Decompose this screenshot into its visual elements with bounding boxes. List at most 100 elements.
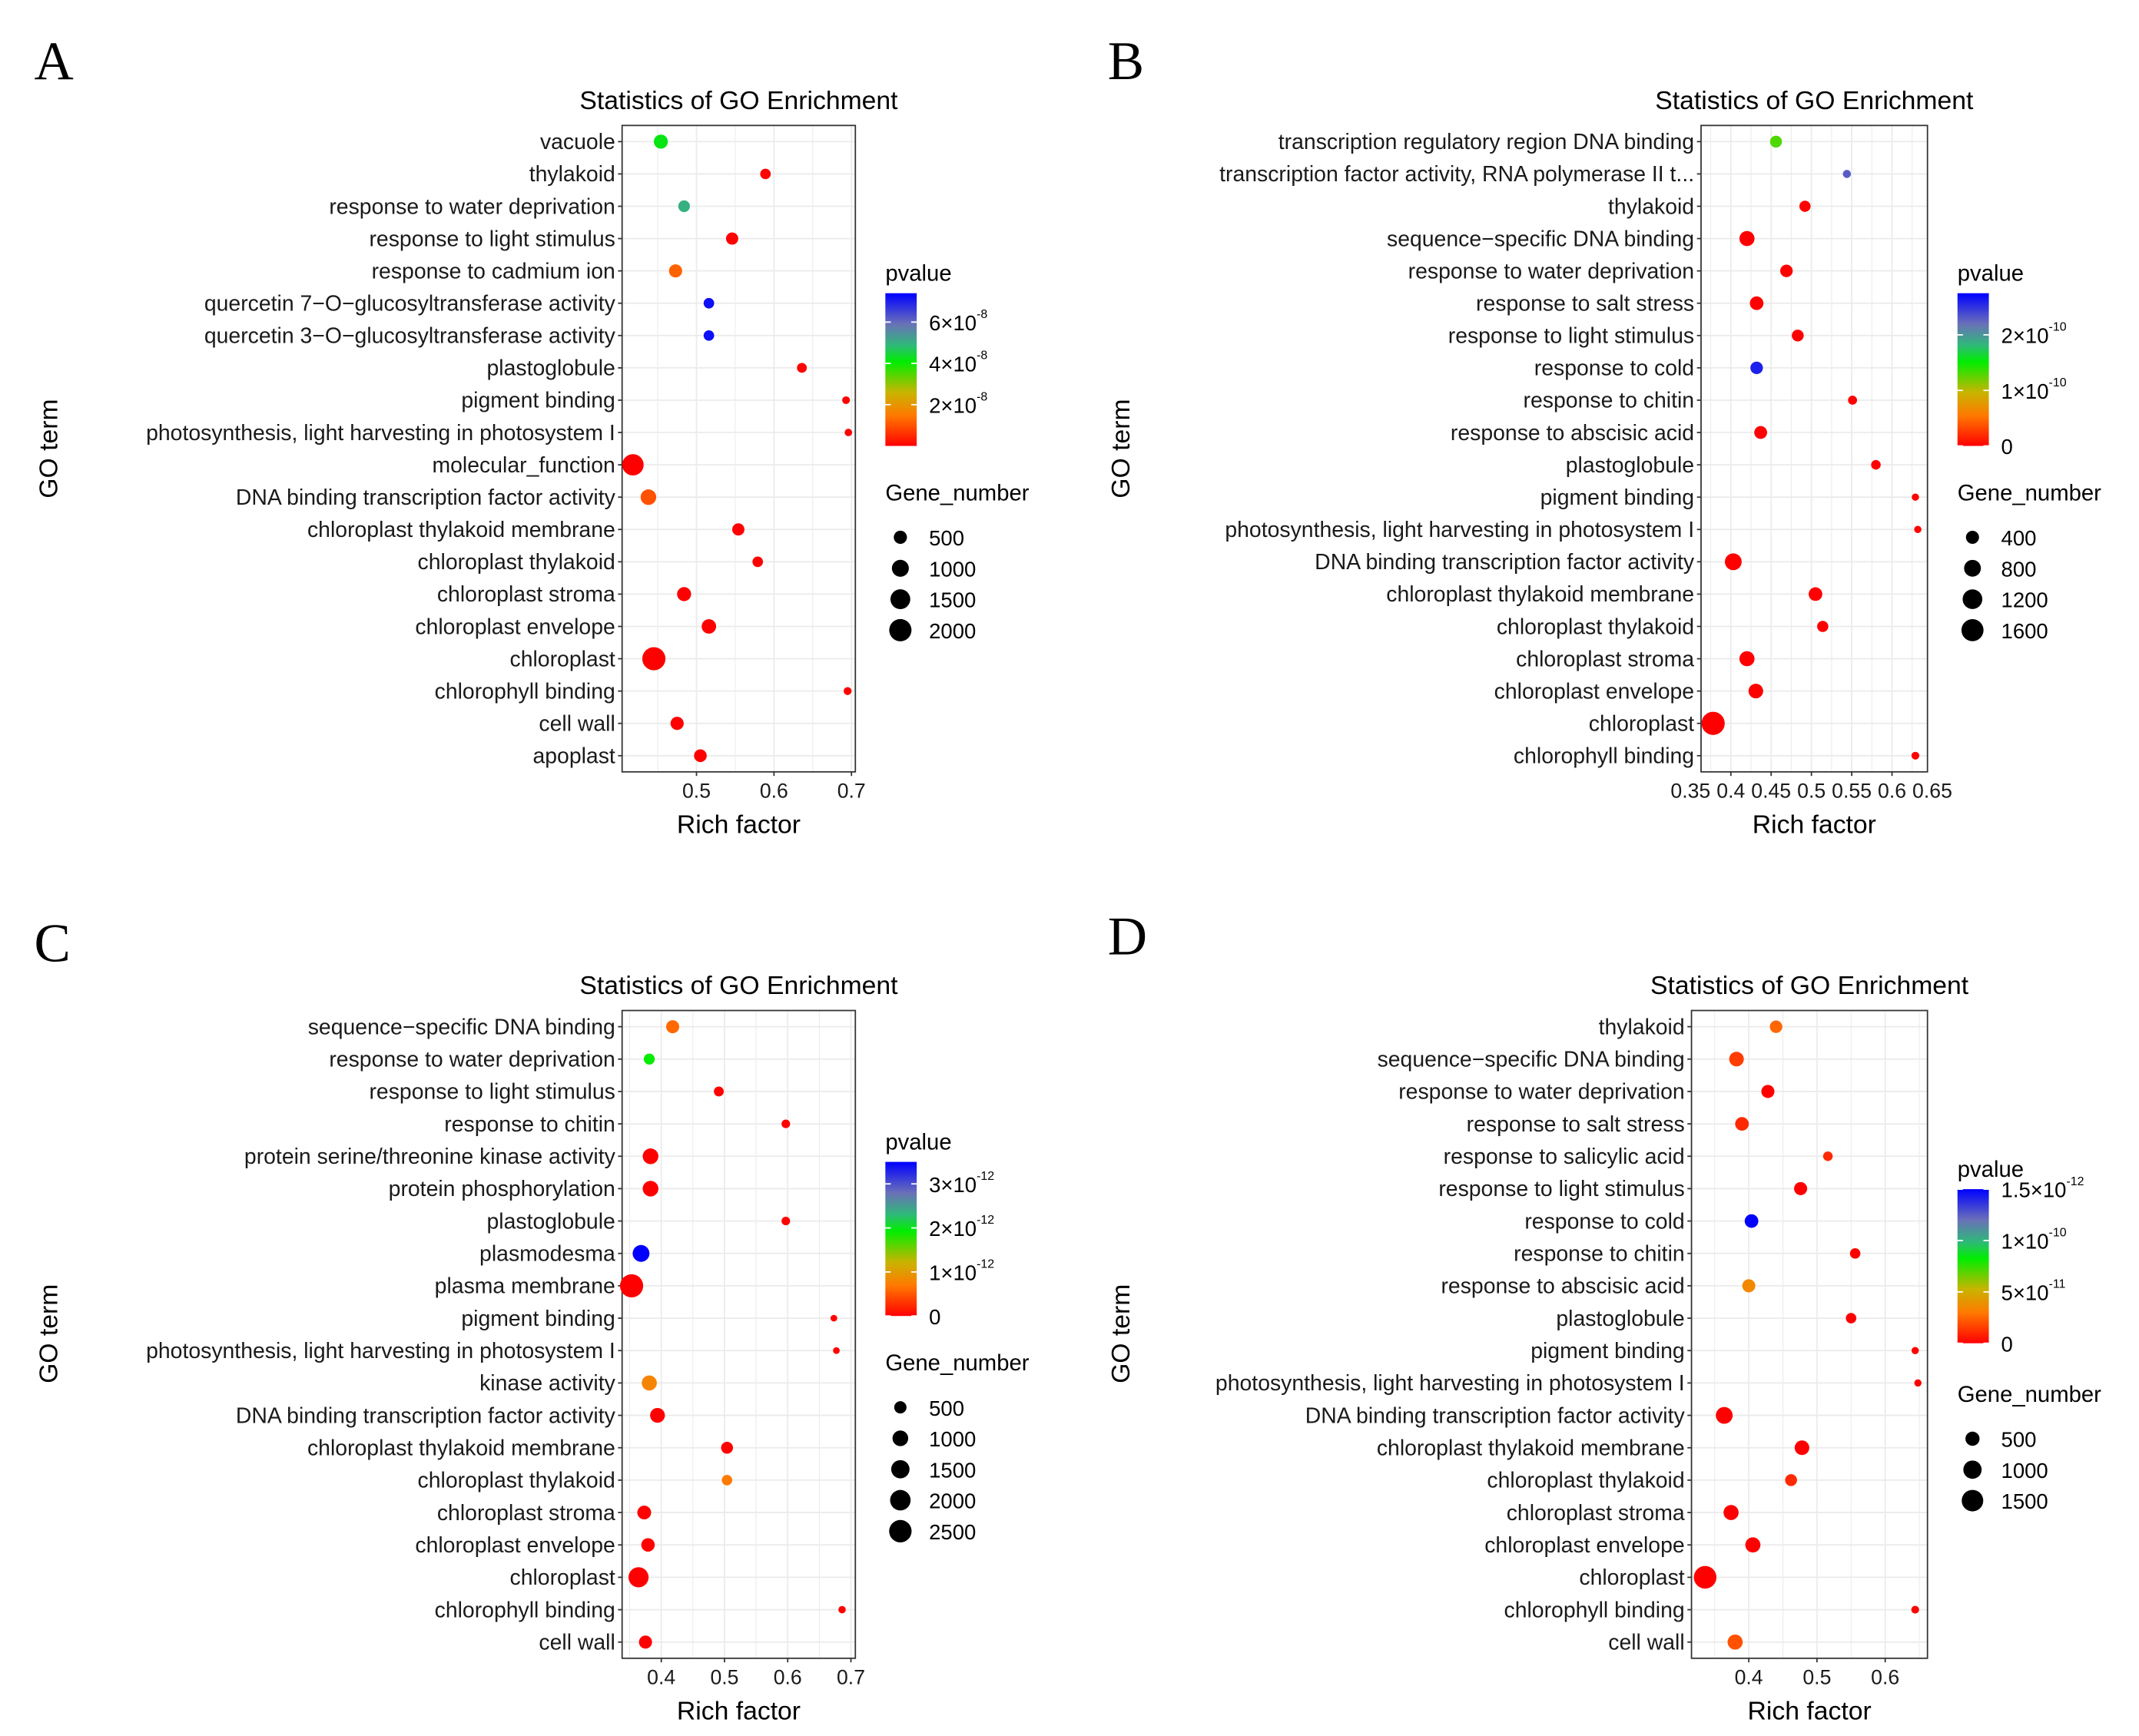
y-tick-label: chlorophyll binding [435, 679, 615, 704]
data-point[interactable] [668, 264, 682, 278]
data-point[interactable] [1739, 230, 1755, 247]
data-point[interactable] [732, 523, 745, 536]
data-point[interactable] [1729, 1052, 1744, 1067]
data-point[interactable] [1794, 1440, 1809, 1456]
data-point[interactable] [1769, 135, 1782, 148]
data-point[interactable] [1742, 1279, 1756, 1293]
y-tick-label: chloroplast thylakoid [1487, 1469, 1684, 1493]
data-point[interactable] [781, 1216, 791, 1226]
data-point[interactable] [1750, 361, 1763, 375]
data-point[interactable] [842, 396, 851, 405]
x-axis-title: Rich factor [1753, 810, 1876, 840]
data-point[interactable] [1769, 1020, 1782, 1033]
data-point[interactable] [628, 1567, 649, 1588]
data-point[interactable] [1745, 1537, 1761, 1553]
data-point[interactable] [1716, 1406, 1733, 1424]
data-point[interactable] [1693, 1565, 1717, 1589]
size-legend-key [889, 618, 912, 641]
panel-a: A Statistics of GO Enrichment vacuole thyla… [35, 31, 1030, 840]
data-point[interactable] [833, 1347, 840, 1354]
data-point[interactable] [1849, 1247, 1861, 1259]
data-point[interactable] [1701, 711, 1725, 735]
data-point[interactable] [1727, 1634, 1743, 1650]
x-tick-label: 0.6 [774, 1666, 802, 1689]
data-point[interactable] [670, 717, 684, 731]
panel-letter: D [1108, 907, 1147, 967]
data-point[interactable] [678, 200, 690, 213]
data-point[interactable] [653, 134, 668, 149]
data-point[interactable] [760, 168, 771, 180]
data-point[interactable] [1817, 621, 1829, 632]
y-tick-label: response to salt stress [1476, 292, 1694, 316]
data-point[interactable] [1911, 1347, 1919, 1354]
panel-letter: C [35, 914, 71, 974]
data-point[interactable] [1735, 1117, 1749, 1131]
data-point[interactable] [1809, 587, 1822, 601]
data-point[interactable] [1761, 1085, 1775, 1098]
data-point[interactable] [622, 454, 644, 476]
y-tick-label: chloroplast envelope [415, 615, 615, 639]
data-point[interactable] [1846, 1313, 1857, 1324]
data-point[interactable] [1794, 1181, 1808, 1195]
data-point[interactable] [642, 1181, 658, 1197]
data-point[interactable] [1780, 264, 1793, 277]
pvalue-legend-title: pvalue [1958, 1157, 2024, 1182]
y-tick-label: response to cold [1534, 356, 1694, 381]
data-point[interactable] [1914, 1379, 1922, 1387]
data-point[interactable] [838, 1605, 846, 1614]
data-point[interactable] [638, 1635, 652, 1649]
data-point[interactable] [1912, 493, 1919, 501]
data-point[interactable] [1785, 1474, 1797, 1486]
data-point[interactable] [714, 1086, 725, 1097]
data-point[interactable] [640, 489, 657, 505]
data-point[interactable] [642, 647, 666, 671]
data-point[interactable] [703, 330, 715, 341]
data-point[interactable] [721, 1442, 733, 1454]
data-point[interactable] [844, 429, 853, 436]
data-point[interactable] [1914, 525, 1922, 534]
size-legend-key [1965, 1431, 1980, 1446]
data-point[interactable] [797, 363, 808, 373]
data-point[interactable] [677, 587, 691, 601]
y-tick-label: chloroplast thylakoid [418, 1469, 615, 1493]
data-point[interactable] [830, 1314, 837, 1322]
data-point[interactable] [650, 1407, 665, 1423]
data-point[interactable] [701, 619, 717, 634]
data-point[interactable] [632, 1244, 650, 1262]
data-point[interactable] [637, 1506, 652, 1520]
size-legend-label: 1000 [929, 557, 976, 581]
pvalue-colorbar [1957, 1189, 1989, 1343]
data-point[interactable] [1822, 1151, 1833, 1161]
data-point[interactable] [694, 749, 707, 763]
data-point[interactable] [725, 232, 738, 245]
data-point[interactable] [1799, 200, 1811, 212]
data-point[interactable] [1842, 170, 1852, 178]
label-exponent: -10 [2049, 1227, 2067, 1240]
data-point[interactable] [844, 687, 852, 695]
data-point[interactable] [1754, 426, 1767, 439]
data-point[interactable] [1749, 296, 1764, 310]
label-base: 5×10 [2001, 1280, 2049, 1304]
data-point[interactable] [1848, 396, 1858, 405]
data-point[interactable] [1911, 751, 1920, 760]
pvalue-legend-label: 4×10-8 [929, 350, 987, 376]
data-point[interactable] [781, 1119, 791, 1128]
data-point[interactable] [1724, 553, 1742, 571]
data-point[interactable] [1871, 459, 1881, 470]
data-point[interactable] [721, 1475, 733, 1486]
data-point[interactable] [642, 1375, 657, 1391]
y-tick-label: response to light stimulus [1448, 324, 1694, 349]
data-point[interactable] [619, 1274, 644, 1298]
data-point[interactable] [1723, 1505, 1739, 1520]
data-point[interactable] [1739, 651, 1755, 667]
data-point[interactable] [1748, 684, 1763, 699]
data-point[interactable] [642, 1148, 658, 1165]
data-point[interactable] [703, 297, 715, 309]
data-point[interactable] [665, 1020, 680, 1034]
data-point[interactable] [643, 1053, 655, 1065]
data-point[interactable] [752, 556, 764, 568]
data-point[interactable] [1792, 330, 1804, 342]
data-point[interactable] [641, 1538, 655, 1552]
data-point[interactable] [1744, 1214, 1759, 1228]
data-point[interactable] [1911, 1605, 1919, 1614]
